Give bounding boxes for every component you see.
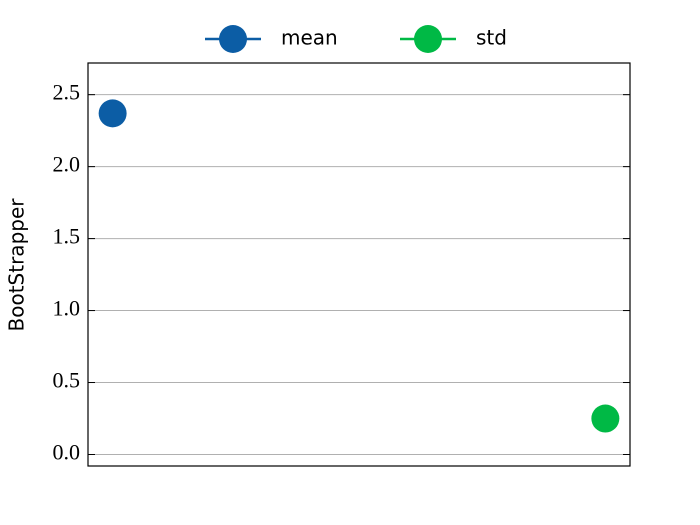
y-tick-label: 0.0 — [53, 440, 81, 465]
legend-label: std — [476, 26, 507, 50]
legend-marker — [219, 25, 247, 53]
y-tick-label: 1.0 — [53, 296, 81, 321]
point — [591, 404, 620, 433]
legend-label: mean — [281, 26, 338, 50]
plot-frame — [87, 62, 631, 467]
y-tick-label: 2.5 — [53, 80, 81, 105]
legend-marker — [414, 25, 442, 53]
y-tick-label: 0.5 — [53, 368, 81, 393]
point — [98, 99, 127, 128]
y-tick-label: 1.5 — [53, 224, 81, 249]
y-tick-label: 2.0 — [53, 152, 81, 177]
y-axis-label: BootStrapper — [5, 198, 29, 332]
